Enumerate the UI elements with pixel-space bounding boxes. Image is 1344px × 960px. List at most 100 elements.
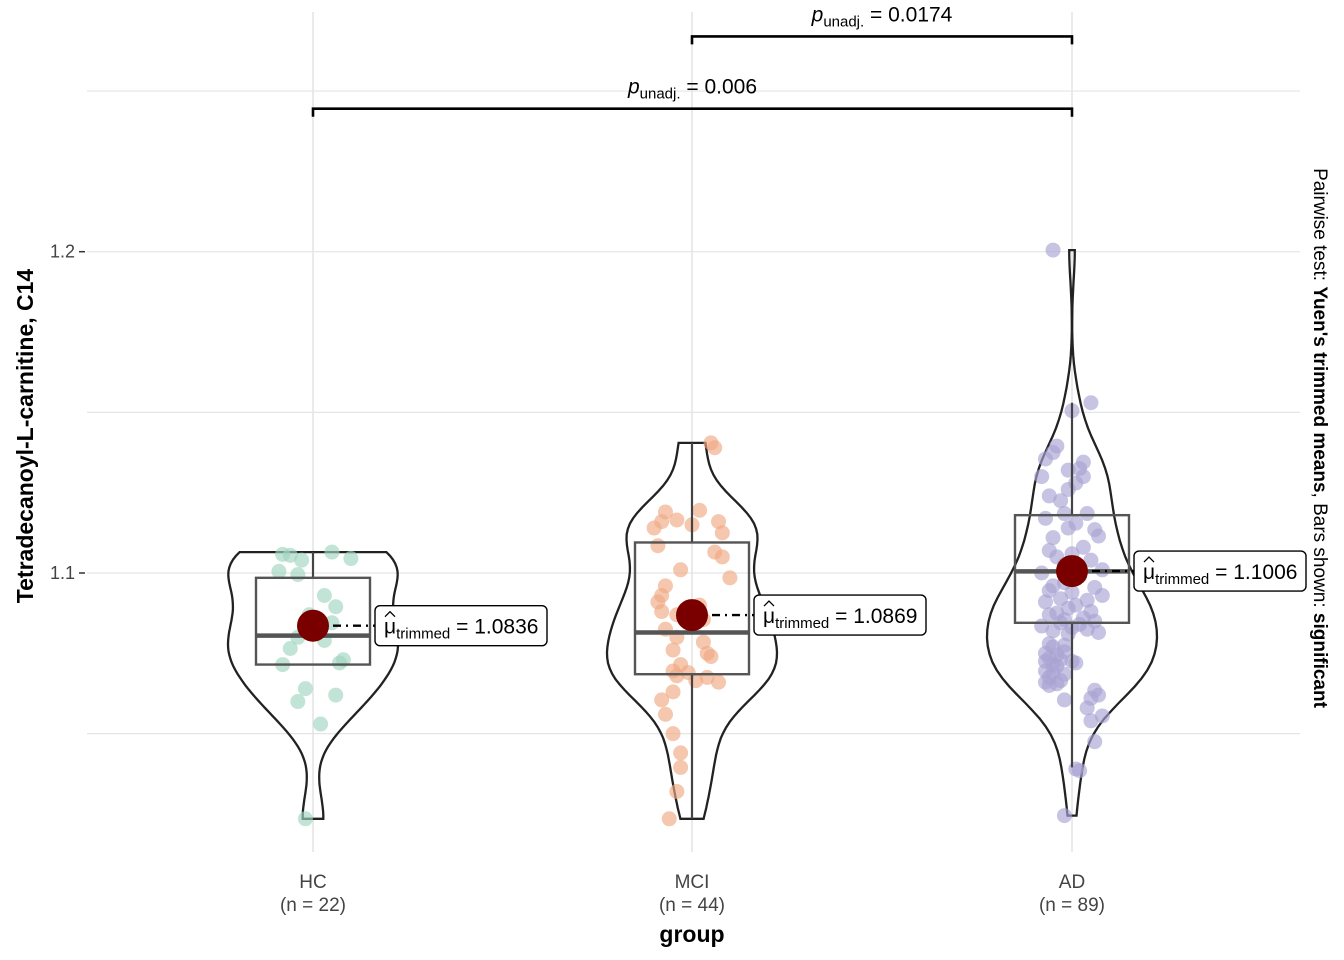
data-point-ad <box>1087 734 1103 750</box>
data-point-mci <box>646 520 662 536</box>
mean-label-box-hc <box>374 604 548 647</box>
data-point-ad <box>1079 621 1095 637</box>
side-caption-test: Yuen's trimmed means <box>1309 286 1330 492</box>
data-point-ad <box>1037 510 1053 526</box>
p-value-label: punadj. = 0.0174 <box>811 3 953 30</box>
data-point-ad <box>1056 808 1072 824</box>
mean-label-ad: μtrimmed = 1.1006 <box>1143 561 1297 588</box>
data-point-ad <box>1083 552 1099 568</box>
side-caption-middle: , Bars shown: <box>1309 493 1330 613</box>
data-point-mci <box>654 692 670 708</box>
data-point-ad <box>1053 493 1069 509</box>
data-point-hc <box>297 681 313 697</box>
data-point-hc <box>324 544 340 560</box>
mean-label-box-mci <box>753 594 927 636</box>
data-point-mci <box>707 440 723 456</box>
mean-label-box-ad <box>1133 550 1307 592</box>
mean-hat <box>763 600 775 607</box>
data-point-mci <box>714 525 730 541</box>
mean-value: = 1.0869 <box>829 605 917 628</box>
grid-lines <box>87 12 1300 852</box>
data-point-hc <box>343 551 359 567</box>
bracket-mci-ad <box>690 35 1074 45</box>
x-tick-count-hc: (n = 22) <box>280 895 346 916</box>
box-ad <box>1013 513 1131 625</box>
data-point-ad <box>1056 692 1072 708</box>
data-point-ad <box>1037 594 1053 610</box>
mean-value: = 1.1006 <box>1209 561 1297 584</box>
p-symbol: p <box>627 76 640 99</box>
x-tick-label-mci: MCI <box>675 872 710 893</box>
data-point-hc <box>328 687 344 703</box>
data-point-hc <box>297 811 313 827</box>
data-point-ad <box>1045 242 1061 258</box>
data-point-ad <box>1068 655 1084 671</box>
data-point-ad <box>1034 469 1050 485</box>
axes-layer: 1.1 1.2 HC(n = 22) MCI(n = 44) AD(n = 89) <box>50 242 1105 916</box>
data-point-ad <box>1045 623 1061 639</box>
trimmed-mean-ad <box>1056 555 1088 588</box>
mean-value: = 1.0836 <box>450 616 538 639</box>
data-point-mci <box>669 512 685 528</box>
p-value: = 0.0174 <box>864 3 952 26</box>
data-point-ad <box>1083 395 1099 411</box>
data-point-mci <box>657 706 673 722</box>
data-point-hc <box>290 694 306 710</box>
data-point-ad <box>1060 462 1076 478</box>
data-point-ad <box>1075 539 1091 555</box>
side-caption-shown: significant <box>1309 613 1330 709</box>
data-point-ad <box>1041 607 1057 623</box>
data-point-mci <box>669 668 685 684</box>
data-point-mci <box>673 745 689 761</box>
data-point-hc <box>328 599 344 615</box>
data-point-hc <box>282 547 298 563</box>
data-point-ad <box>1056 506 1072 522</box>
data-point-mci <box>669 783 685 799</box>
data-point-ad <box>1060 520 1076 536</box>
data-point-mci <box>650 538 666 554</box>
data-point-ad <box>1079 506 1095 522</box>
p-value: = 0.006 <box>681 76 757 99</box>
data-point-ad <box>1037 451 1053 467</box>
box-hc <box>254 576 372 666</box>
p-value-label: punadj. = 0.006 <box>627 76 757 103</box>
mean-symbol: μ <box>1143 561 1155 584</box>
data-point-hc <box>332 655 348 671</box>
trimmed-means-layer: μtrimmed = 1.0836 μtrimmed = 1.0869 μtrimm… <box>297 550 1307 647</box>
data-point-mci <box>673 759 689 775</box>
data-point-mci <box>703 649 719 665</box>
p-subscript: unadj. <box>823 13 864 30</box>
violin-ad <box>985 248 1159 817</box>
data-point-ad <box>1079 700 1095 716</box>
y-axis-title: Tetradecanoyl-L-carnitine, C14 <box>12 269 38 604</box>
violin-mci <box>605 441 779 820</box>
data-point-ad <box>1094 587 1110 603</box>
mean-label-hc: μtrimmed = 1.0836 <box>384 616 538 643</box>
mean-symbol: μ <box>384 616 396 639</box>
data-point-hc <box>282 641 298 657</box>
data-point-ad <box>1091 528 1107 544</box>
mean-label-mci: μtrimmed = 1.0869 <box>763 605 917 632</box>
side-caption: Pairwise test: Yuen's trimmed means, Bar… <box>1309 168 1330 709</box>
data-point-ad <box>1045 530 1061 546</box>
trimmed-mean-hc <box>297 609 329 642</box>
x-tick-count-mci: (n = 44) <box>659 895 725 916</box>
data-point-mci <box>722 570 738 586</box>
data-points-layer <box>271 242 1110 827</box>
x-tick-count-ad: (n = 89) <box>1039 895 1105 916</box>
bracket-hc-ad <box>311 107 1074 117</box>
data-point-mci <box>654 604 670 620</box>
mean-hat <box>1143 556 1155 563</box>
p-subscript: unadj. <box>640 86 681 103</box>
mean-hat <box>384 610 396 618</box>
mean-symbol: μ <box>763 605 775 628</box>
data-point-hc <box>290 567 306 583</box>
data-point-mci <box>665 726 681 742</box>
y-tick-label: 1.1 <box>50 563 75 583</box>
box-mci <box>633 541 751 676</box>
data-point-ad <box>1083 713 1099 729</box>
side-caption-prefix: Pairwise test: <box>1309 168 1330 286</box>
trimmed-mean-mci <box>676 599 708 632</box>
